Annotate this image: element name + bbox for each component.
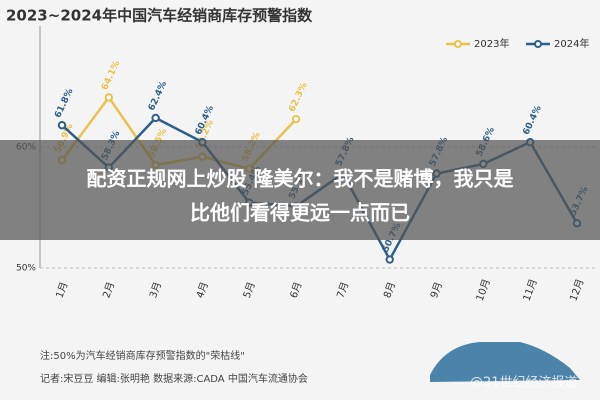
note: 记者:宋豆豆 编辑:张明艳 数据来源:CADA 中国汽车流通协会 (40, 372, 308, 385)
watermark: @21世纪经济报道 (470, 376, 578, 391)
note: 注:50%为汽车经销商库存预警指数的"荣枯线" (40, 349, 245, 362)
y-tick-label: 50% (16, 264, 36, 274)
chart-title: 2023~2024年中国汽车经销商库存预警指数 (6, 7, 313, 25)
x-tick-label: 9月 (428, 280, 445, 299)
x-tick-label: 7月 (334, 280, 351, 299)
x-tick-label: 1月 (54, 280, 71, 299)
legend-marker (534, 40, 542, 48)
point (151, 113, 160, 123)
point (104, 93, 114, 102)
x-tick-label: 6月 (288, 280, 305, 299)
legend-label: 2024年 (554, 37, 589, 50)
car-icon (430, 342, 580, 382)
legend-marker (454, 40, 462, 48)
headline-band (0, 140, 600, 240)
x-tick-label: 2月 (100, 280, 117, 299)
headline: 配资正规网上炒股 隆美尔：我不是赌博，我只是 (87, 167, 514, 191)
point (57, 121, 67, 130)
x-tick-label: 8月 (381, 280, 398, 299)
x-tick-label: 5月 (241, 280, 258, 299)
x-tick-label: 3月 (147, 280, 164, 299)
point (291, 114, 301, 124)
x-tick-label: 4月 (194, 280, 211, 299)
headline: 比他们看得更远一点而已 (190, 201, 410, 225)
legend-label: 2023年 (474, 37, 509, 50)
point (385, 255, 394, 264)
